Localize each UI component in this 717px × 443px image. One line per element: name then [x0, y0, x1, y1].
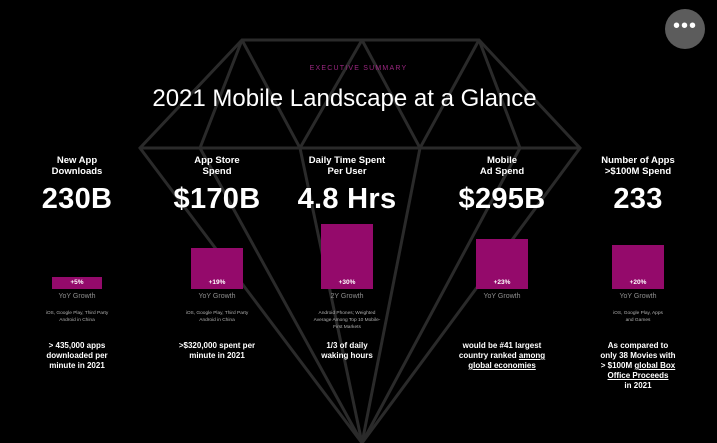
- growth-bar: +30%: [321, 224, 373, 289]
- description-text: in 2021: [624, 381, 652, 390]
- metric-value: $170B: [173, 183, 261, 215]
- metric-card-time-spent: Daily Time Spent Per User 4.8 Hrs +30% 2…: [277, 155, 417, 360]
- description-text: would be #41 largest country ranked: [458, 341, 542, 360]
- more-options-button[interactable]: •••: [665, 9, 705, 49]
- section-eyebrow: EXECUTIVE SUMMARY: [309, 65, 408, 72]
- metric-footnote: iOS, Google Play, Apps and Games: [613, 311, 663, 323]
- metric-card-top-apps: Number of Apps >$100M Spend 233 +20% YoY…: [568, 155, 708, 390]
- growth-bar: +5%: [52, 277, 102, 289]
- metric-footnote: iOS, Google Play, Third Party Android in…: [45, 311, 109, 323]
- growth-badge: +5%: [70, 279, 84, 286]
- growth-badge: +19%: [208, 279, 226, 286]
- metric-card-downloads: New App Downloads 230B +5% YoY Growth iO…: [7, 155, 147, 370]
- description-link[interactable]: global Box Office Proceeds: [607, 361, 676, 380]
- metric-description: As compared to only 38 Movies with > $10…: [568, 341, 708, 391]
- metric-label: Number of Apps >$100M Spend: [601, 155, 675, 177]
- metric-value: 233: [613, 183, 663, 215]
- metric-description: would be #41 largest country ranked amon…: [432, 341, 572, 371]
- metric-footnote: Android Phones; Weighted Average Among T…: [313, 311, 381, 330]
- growth-label: YoY Growth: [198, 293, 236, 300]
- metric-card-ad-spend: Mobile Ad Spend $295B +23% YoY Growth wo…: [432, 155, 572, 370]
- growth-label: YoY Growth: [483, 293, 521, 300]
- more-horizontal-icon: •••: [672, 15, 697, 37]
- metric-description: 1/3 of daily waking hours: [321, 341, 373, 360]
- growth-bar: +20%: [612, 245, 664, 289]
- metric-value: 230B: [41, 183, 113, 215]
- metric-label: Daily Time Spent Per User: [308, 155, 386, 177]
- growth-label: 2Y Growth: [330, 293, 364, 300]
- metric-value: $295B: [458, 183, 546, 215]
- growth-bar: +23%: [476, 239, 528, 289]
- growth-bar: +19%: [191, 248, 243, 289]
- metric-value: 4.8 Hrs: [297, 183, 397, 215]
- growth-badge: +30%: [338, 279, 356, 286]
- metric-description: > 435,000 apps downloaded per minute in …: [46, 341, 108, 370]
- growth-label: YoY Growth: [619, 293, 657, 300]
- metric-card-app-store-spend: App Store Spend $170B +19% YoY Growth iO…: [147, 155, 287, 360]
- metric-label: New App Downloads: [51, 155, 103, 177]
- metric-label: App Store Spend: [194, 155, 240, 177]
- growth-label: YoY Growth: [58, 293, 96, 300]
- metric-label: Mobile Ad Spend: [479, 155, 525, 177]
- metric-description: >$320,000 spent per minute in 2021: [178, 341, 256, 360]
- description-link[interactable]: among global economies: [468, 351, 546, 370]
- growth-badge: +23%: [493, 279, 511, 286]
- metric-footnote: iOS, Google Play, Third Party Android in…: [185, 311, 249, 323]
- page-title: 2021 Mobile Landscape at a Glance: [152, 85, 537, 112]
- description-text: As compared to only 38 Movies with > $10…: [600, 341, 676, 370]
- growth-badge: +20%: [629, 279, 647, 286]
